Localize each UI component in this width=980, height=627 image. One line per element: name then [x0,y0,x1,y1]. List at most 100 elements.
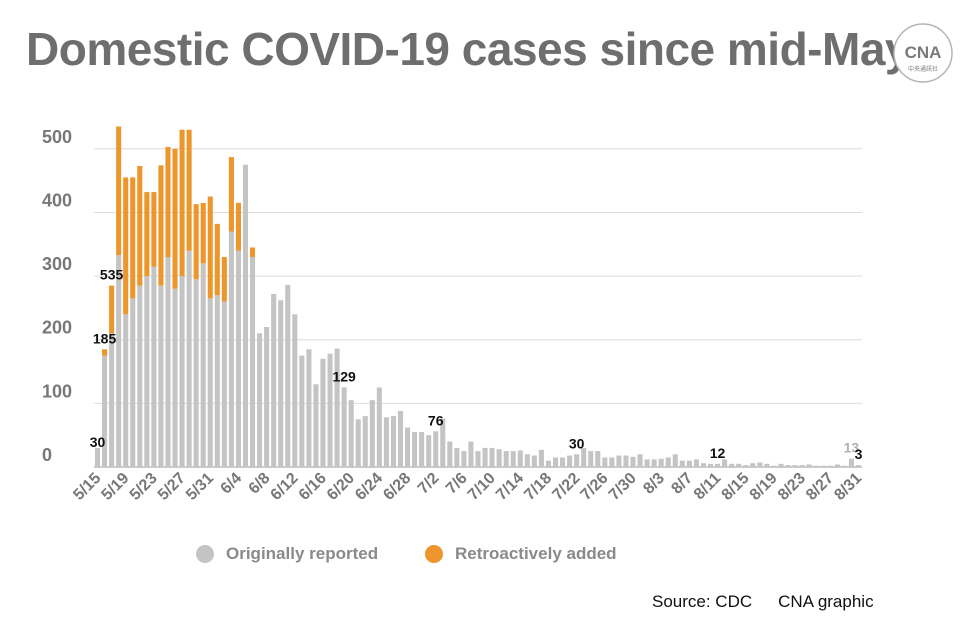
bar-original [848,458,854,467]
bar-original [510,451,516,467]
data-label: 535 [100,267,124,283]
bar-original [433,431,439,467]
bar-original [271,293,277,467]
x-tick-label: 7/10 [465,470,499,504]
bar-original [341,387,347,467]
bar-original [123,314,129,467]
x-tick-label: 8/19 [747,470,781,504]
bar-original [855,465,862,467]
bar-original [313,384,319,467]
bar-original [419,431,425,467]
bar-original [750,463,756,467]
x-tick-label: 5/27 [155,470,189,504]
bar-original [193,279,199,467]
bar-original [651,459,657,467]
y-tick-label: 300 [42,254,72,274]
source-text: Source: CDC [652,592,753,611]
bar-retroactive [102,349,108,356]
bar-original [736,463,742,467]
bar-original [454,447,460,467]
bar-original [658,458,664,467]
data-label: 129 [332,368,356,384]
bar-original [299,355,305,467]
x-tick-label: 5/19 [98,470,132,504]
bar-retroactive [109,285,115,334]
bar-original [672,454,678,467]
bar-retroactive [137,165,143,286]
bar-original [560,457,566,467]
bar-original [722,459,728,467]
svg-text:CNA: CNA [905,43,942,62]
x-tick-label: 7/2 [415,470,443,498]
bar-original [214,295,220,467]
x-tick-label: 6/12 [268,470,302,504]
bar-original [369,400,375,467]
bar-retroactive [123,177,129,315]
bar-original [348,400,354,467]
bar-original [306,349,312,467]
bar-retroactive [207,196,213,299]
x-tick-label: 7/26 [578,470,612,504]
y-tick-label: 0 [42,445,52,465]
cna-logo: CNA 中央通訊社 [892,22,954,84]
bar-retroactive [249,247,256,257]
bar-original [834,464,840,467]
legend-label: Retroactively added [455,544,617,563]
data-label: 30 [569,435,585,451]
bar-original [165,256,171,467]
bar-original [496,449,502,467]
bar-original [581,447,587,467]
bar-original [778,463,784,467]
data-label: 3 [855,446,863,462]
bar-retroactive [228,157,234,232]
bar-original [693,459,699,467]
bar-original [630,456,636,467]
x-tick-label: 6/4 [218,470,246,498]
legend-swatch-orange [425,545,443,563]
bar-original [200,263,206,467]
bar-original [109,333,115,467]
bar-original [827,465,833,467]
bar-original [390,416,396,467]
bar-original [820,465,826,467]
bar-original [503,451,509,467]
bar-original [813,465,819,467]
bar-original [757,462,763,467]
chart-title: Domestic COVID-19 cases since mid-May [26,23,910,75]
bar-original [228,231,234,467]
bar-original [524,454,530,467]
bar-original [665,457,671,467]
bar-original [172,288,178,467]
bar-original [552,457,559,467]
bar-original [616,455,622,467]
data-label: 76 [428,412,444,428]
legend-label: Originally reported [226,544,379,563]
bar-original [567,455,573,467]
bar-original [235,250,241,467]
bar-original [362,416,368,467]
bar-original [405,427,411,467]
bar-original [517,450,523,467]
bar-retroactive [179,129,185,277]
bar-original [242,164,249,467]
bar-original [489,447,495,467]
data-label: 12 [710,445,726,461]
bar-original [151,266,157,467]
bar-original [771,465,777,467]
bar-original [588,451,594,467]
bar-original [595,451,601,467]
bar-original [285,284,291,467]
x-tick-label: 8/31 [831,470,865,504]
bar-original [602,457,608,467]
bar-retroactive [151,192,157,267]
bar-original [806,464,812,467]
x-tick-label: 7/18 [521,470,555,504]
credit-text: CNA graphic [778,592,874,611]
bar-original [531,455,537,467]
bar-original [94,447,101,467]
legend-item-retroactively-added: Retroactively added [425,544,617,564]
bar-retroactive [221,256,227,302]
bar-original [179,276,185,467]
bar-original [257,333,263,467]
bar-original [637,454,643,467]
